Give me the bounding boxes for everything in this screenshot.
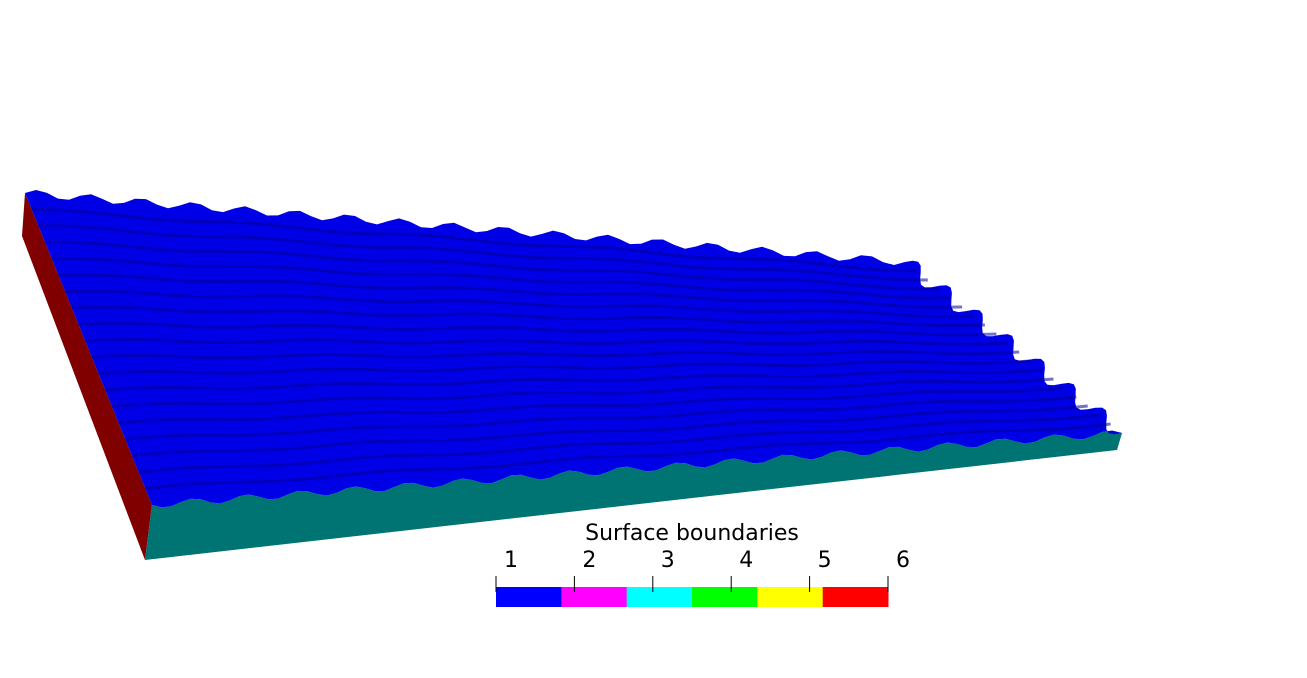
legend-swatch: [561, 587, 628, 607]
legend-tick-label: 3: [661, 548, 675, 573]
surface-ridge: [138, 413, 1100, 474]
legend-tick-label: 5: [818, 548, 832, 573]
legend-title: Surface boundaries: [585, 521, 799, 546]
surface-ridge: [111, 377, 1054, 408]
surface-ridge: [71, 305, 985, 328]
surface-ridge: [91, 349, 1020, 360]
surface-ridge: [118, 386, 1066, 425]
surface-ridge: [145, 422, 1111, 491]
surface-ridge: [85, 337, 1008, 346]
surface-ridge: [131, 404, 1088, 458]
legend-swatch: [822, 587, 889, 607]
surface-ridge: [125, 395, 1077, 441]
legend-ticks: 1 2 3 4 5 6: [495, 548, 910, 592]
mesh-slab: [22, 190, 1122, 560]
surface-ridge: [78, 321, 997, 337]
legend-tick-label: 1: [504, 548, 518, 573]
surface-ridge: [45, 240, 940, 291]
surface-ridge: [98, 359, 1031, 376]
surface-ridge: [105, 368, 1043, 392]
legend-swatch: [692, 587, 758, 607]
surface-ridge: [51, 257, 951, 300]
legend-color-bar: [496, 587, 889, 607]
legend-tick-label: 2: [582, 548, 596, 573]
legend-swatch: [757, 587, 824, 607]
legend-tick-label: 4: [739, 548, 753, 573]
left-side-face: [22, 193, 152, 560]
surface-ridge: [31, 207, 917, 273]
surface-ridge: [38, 224, 928, 282]
legend-swatch: [496, 587, 562, 607]
front-side-face: [145, 430, 1122, 560]
color-legend: Surface boundaries 1 2 3 4 5 6: [495, 521, 910, 607]
surface-ridge: [65, 289, 974, 318]
surface-ridge: [58, 273, 963, 309]
legend-tick-label: 6: [896, 548, 910, 573]
surface-ridges: [31, 207, 1111, 491]
legend-swatch: [626, 587, 693, 607]
